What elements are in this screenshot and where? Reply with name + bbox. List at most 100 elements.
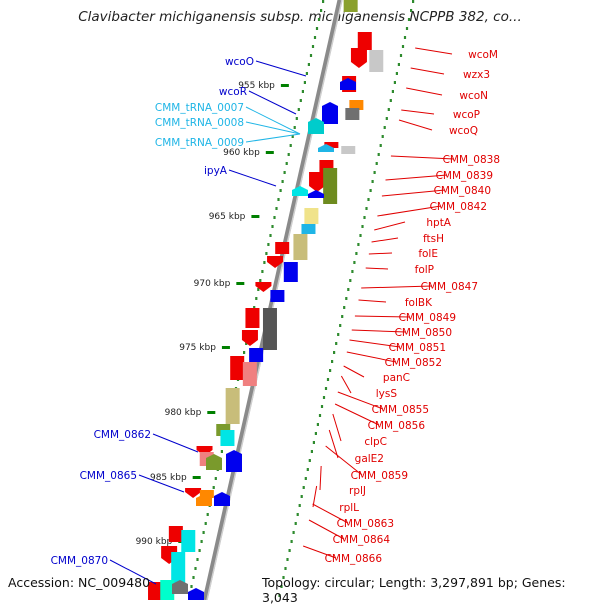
callout-line xyxy=(325,445,363,476)
gene-features xyxy=(148,0,384,600)
callout-line xyxy=(332,413,342,442)
callout-line xyxy=(385,174,448,181)
ring-dot xyxy=(269,234,272,237)
ring-dot xyxy=(324,387,328,390)
gene-block xyxy=(225,388,240,424)
ring-dot xyxy=(271,225,274,228)
ring-dot xyxy=(337,333,340,336)
callout-line xyxy=(415,47,453,55)
trna-label-1: CMM_tRNA_0008 xyxy=(155,117,244,129)
gene-label-cmm_0866: CMM_0866 xyxy=(325,553,383,565)
ring-dot xyxy=(403,36,407,39)
gene-label-cmm_0849: CMM_0849 xyxy=(399,312,456,324)
ring-dot xyxy=(367,198,370,201)
gene-label-cmm_0850: CMM_0850 xyxy=(395,327,452,339)
scale-tick-label: 980 kbp xyxy=(165,408,202,418)
gene-label-wcor: wcoR xyxy=(219,86,247,98)
gene-block xyxy=(301,224,316,234)
trna-label-0: CMM_tRNA_0007 xyxy=(155,102,244,114)
ring-dot xyxy=(329,369,332,372)
gene-arrow xyxy=(241,330,258,346)
ring-dot xyxy=(190,585,193,588)
ring-dot xyxy=(361,225,364,228)
gene-block xyxy=(324,142,339,148)
gene-block xyxy=(349,100,364,110)
callout-line xyxy=(340,375,352,394)
gene-label-fole: folE xyxy=(418,248,438,260)
gene-block xyxy=(275,242,290,254)
ring-dot xyxy=(339,324,342,327)
ring-dot xyxy=(289,144,292,147)
gene-block xyxy=(242,362,257,386)
callout-line xyxy=(312,503,349,524)
ring-dot xyxy=(299,99,302,102)
gene-label-hpta: hptA xyxy=(426,217,451,229)
callout-line xyxy=(377,205,442,217)
gene-block xyxy=(341,146,356,154)
callout-line xyxy=(390,155,455,160)
ring-dot xyxy=(267,243,270,246)
ring-dot xyxy=(335,342,338,345)
callout-line xyxy=(398,119,433,131)
ring-dot xyxy=(306,468,309,471)
gene-arrow xyxy=(267,256,284,268)
gene-label-cmm_0863: CMM_0863 xyxy=(337,518,394,530)
ring-dot xyxy=(377,153,380,156)
gene-block xyxy=(245,308,260,328)
ring-dot xyxy=(273,216,276,219)
ring-dot xyxy=(302,486,305,489)
ring-dot xyxy=(385,117,388,120)
ring-dot xyxy=(347,288,350,291)
trna-label-2: CMM_tRNA_0009 xyxy=(155,137,244,149)
gene-arrow-reverse xyxy=(188,588,204,600)
ring-dot xyxy=(318,414,322,417)
ring-dot xyxy=(320,405,324,408)
ring-dot xyxy=(277,198,280,201)
ring-dot xyxy=(300,495,303,498)
scale-tick xyxy=(280,84,289,87)
ring-dot xyxy=(285,162,288,165)
gene-label-wzx3: wzx3 xyxy=(463,69,490,81)
ring-dot xyxy=(305,72,308,75)
ring-dot xyxy=(333,351,336,354)
gene-block xyxy=(171,552,186,584)
ring-dot xyxy=(317,18,321,21)
ring-dot xyxy=(351,270,354,273)
gene-labels: wcoM wzx3 wcoN wcoP wcoQ CMM_0838 CMM_0839 CMM_… xyxy=(51,49,500,567)
callout-line xyxy=(351,329,407,333)
gene-block xyxy=(249,348,264,362)
ring-dot xyxy=(220,450,223,453)
callout-line xyxy=(255,60,307,77)
ring-dot xyxy=(322,0,325,3)
scale-tick-label: 990 kbp xyxy=(136,537,173,547)
ring-dot xyxy=(405,27,409,30)
ring-dot xyxy=(288,549,291,552)
ring-dot xyxy=(301,90,304,93)
gene-arrow xyxy=(196,446,213,456)
ring-dot xyxy=(383,126,386,129)
ring-dot xyxy=(314,432,317,435)
gene-label-folp: folP xyxy=(415,264,434,276)
gene-label-cmm_0838: CMM_0838 xyxy=(443,154,500,166)
gene-arrow-reverse xyxy=(308,118,324,134)
callout-line xyxy=(152,433,199,453)
scale-tick xyxy=(221,346,230,349)
ring-dot xyxy=(341,315,344,318)
ring-dot xyxy=(349,279,352,282)
ring-dot xyxy=(265,252,268,255)
ring-dot xyxy=(393,81,396,84)
ring-dot xyxy=(283,171,286,174)
gene-arrow-reverse xyxy=(322,102,338,124)
gene-block xyxy=(262,308,277,350)
scale-tick-label: 965 kbp xyxy=(209,212,246,222)
gene-label-cmm_0864: CMM_0864 xyxy=(333,534,391,546)
ring-dot xyxy=(298,504,301,507)
gene-block xyxy=(369,50,384,72)
ring-dot xyxy=(291,135,294,138)
gene-block xyxy=(345,108,360,120)
ring-dot xyxy=(345,297,348,300)
scale-tick xyxy=(192,476,201,479)
callout-line xyxy=(358,299,387,303)
ring-dot xyxy=(316,423,319,426)
